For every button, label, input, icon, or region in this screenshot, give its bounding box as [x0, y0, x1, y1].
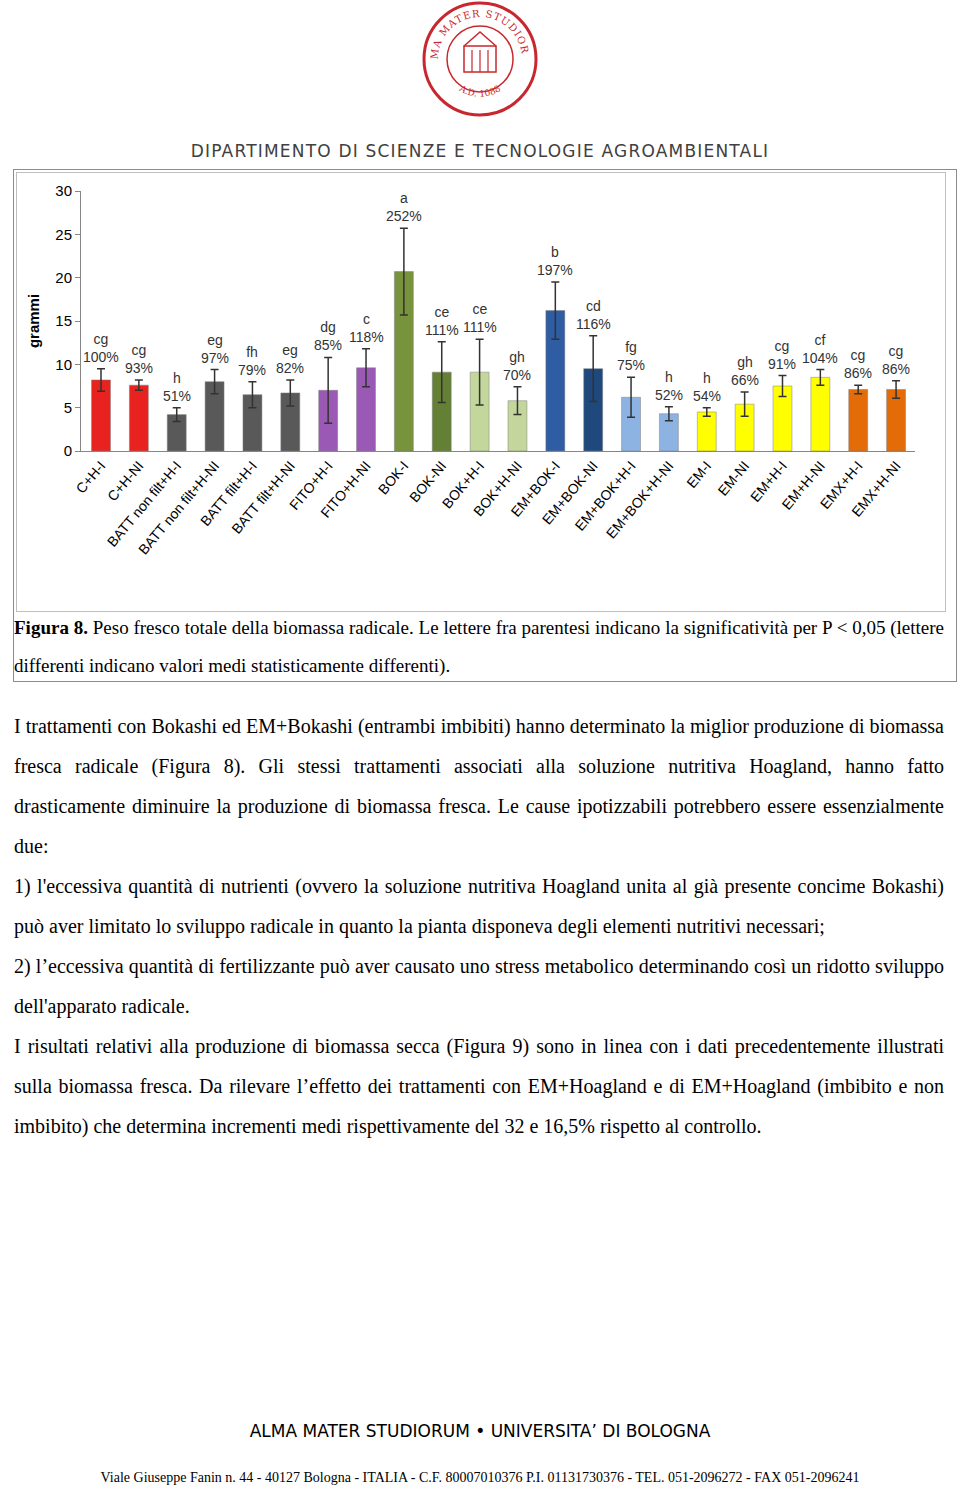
html-text:1) l'eccessiva quantità di nut: 1) l'eccessiva quantità di nutrienti (ov…: [14, 875, 944, 937]
svg-text:BOK-I: BOK-I: [375, 458, 412, 497]
svg-text:FITO+H-NI: FITO+H-NI: [317, 458, 373, 521]
svg-text:h52%: h52%: [655, 369, 683, 403]
svg-text:20: 20: [55, 269, 72, 286]
svg-text:BOK-NI: BOK-NI: [406, 458, 449, 505]
html-text:ALMA MATER STUDIORUM • UNIVERS: ALMA MATER STUDIORUM • UNIVERSITA’ DI BO…: [249, 1421, 711, 1441]
svg-text:eg82%: eg82%: [276, 342, 304, 376]
svg-text:EMX+H-I: EMX+H-I: [817, 458, 866, 512]
svg-text:h51%: h51%: [163, 370, 191, 404]
svg-text:BOK+H-NI: BOK+H-NI: [470, 458, 525, 519]
svg-text:BATT non filt+H-NI: BATT non filt+H-NI: [135, 458, 222, 558]
svg-text:dg85%: dg85%: [314, 319, 342, 353]
svg-text:BATT filt+H-I: BATT filt+H-I: [197, 458, 260, 529]
svg-text:a252%: a252%: [386, 190, 422, 224]
svg-text:ce111%: ce111%: [425, 304, 459, 338]
svg-text:5: 5: [64, 399, 72, 416]
svg-text:ALMA MATER STUDIORUM: ALMA MATER STUDIORUM: [420, 0, 531, 60]
svg-text:EMX+H-NI: EMX+H-NI: [848, 458, 904, 520]
svg-text:15: 15: [55, 312, 72, 329]
svg-text:cg91%: cg91%: [768, 338, 796, 372]
svg-text:b197%: b197%: [537, 244, 573, 278]
svg-text:cg86%: cg86%: [844, 347, 872, 381]
svg-text:h54%: h54%: [693, 370, 721, 404]
svg-text:fh79%: fh79%: [238, 344, 266, 378]
html-text:I risultati relativi alla prod: I risultati relativi alla produzione di …: [14, 1035, 944, 1137]
html-text:I trattamenti con Bokashi ed E: I trattamenti con Bokashi ed EM+Bokashi …: [14, 715, 944, 857]
svg-text:gh66%: gh66%: [731, 354, 759, 388]
svg-text:C+H-NI: C+H-NI: [104, 458, 147, 504]
html-text:DIPARTIMENTO DI SCIENZE E TECN: DIPARTIMENTO DI SCIENZE E TECNOLOGIE AGR…: [190, 141, 770, 161]
svg-text:grammi: grammi: [25, 294, 42, 348]
svg-text:EM+H-NI: EM+H-NI: [779, 458, 829, 513]
svg-text:EM+BOK-NI: EM+BOK-NI: [539, 458, 601, 528]
svg-text:EM-NI: EM-NI: [715, 458, 753, 499]
svg-text:A.D. 1088: A.D. 1088: [457, 83, 503, 99]
svg-text:cg100%: cg100%: [83, 331, 119, 365]
svg-text:ce111%: ce111%: [463, 301, 497, 335]
svg-text:10: 10: [55, 356, 72, 373]
svg-text:EM+BOK-I: EM+BOK-I: [507, 458, 563, 520]
svg-text:BATT non filt+H-I: BATT non filt+H-I: [104, 458, 185, 550]
svg-text:eg97%: eg97%: [201, 332, 229, 366]
svg-text:cf104%: cf104%: [802, 332, 838, 366]
html-text:Figura 8. Peso fresco totale d: Figura 8. Peso fresco totale della bioma…: [14, 617, 944, 676]
svg-text:c118%: c118%: [349, 311, 384, 345]
svg-text:BOK+H-I: BOK+H-I: [439, 458, 488, 511]
svg-text:30: 30: [55, 182, 72, 199]
svg-text:EM+BOK+H-NI: EM+BOK+H-NI: [603, 458, 677, 542]
svg-text:FITO+H-I: FITO+H-I: [286, 458, 336, 513]
html-text:2) l’eccessiva quantità di fer: 2) l’eccessiva quantità di fertilizzante…: [14, 955, 944, 1017]
svg-text:gh70%: gh70%: [503, 349, 531, 383]
svg-text:fg75%: fg75%: [617, 339, 645, 373]
svg-text:C+H-I: C+H-I: [73, 458, 109, 497]
svg-text:EM+BOK+H-I: EM+BOK+H-I: [571, 458, 638, 534]
svg-text:BATT filt+H-NI: BATT filt+H-NI: [228, 458, 298, 537]
svg-text:cg93%: cg93%: [125, 342, 153, 376]
svg-text:cg86%: cg86%: [882, 343, 910, 377]
html-text:Viale Giuseppe Fanin n. 44 - 4: Viale Giuseppe Fanin n. 44 - 40127 Bolog…: [100, 1470, 860, 1485]
svg-text:25: 25: [55, 226, 72, 243]
svg-text:0: 0: [64, 442, 72, 459]
svg-text:EM+H-I: EM+H-I: [747, 458, 790, 505]
svg-text:EM-I: EM-I: [683, 458, 714, 491]
svg-text:cd116%: cd116%: [576, 298, 611, 332]
